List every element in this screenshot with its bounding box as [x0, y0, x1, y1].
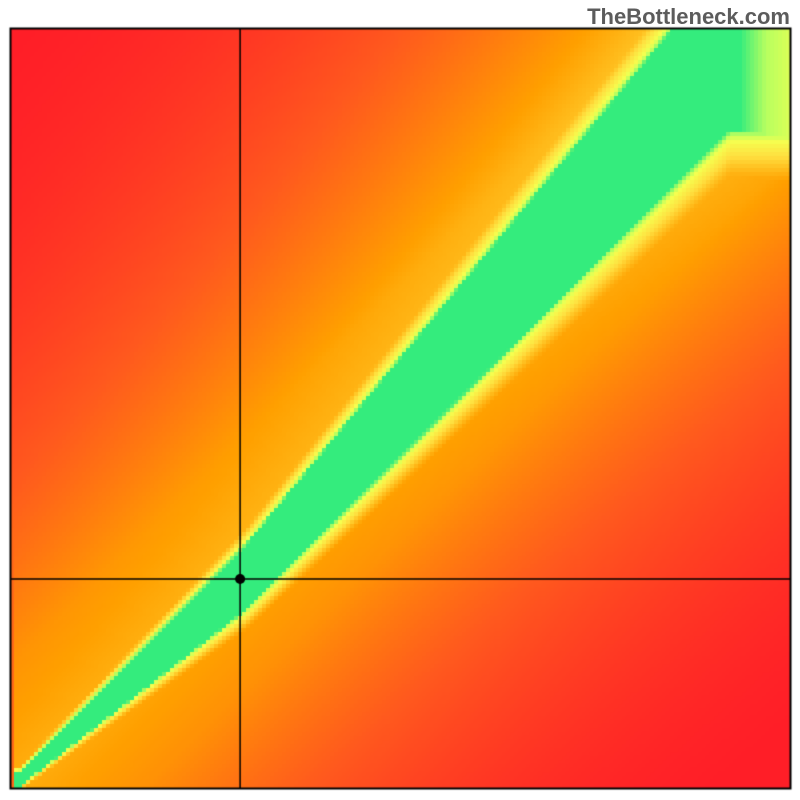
- chart-container: TheBottleneck.com: [0, 0, 800, 800]
- bottleneck-heatmap-canvas: [0, 0, 800, 800]
